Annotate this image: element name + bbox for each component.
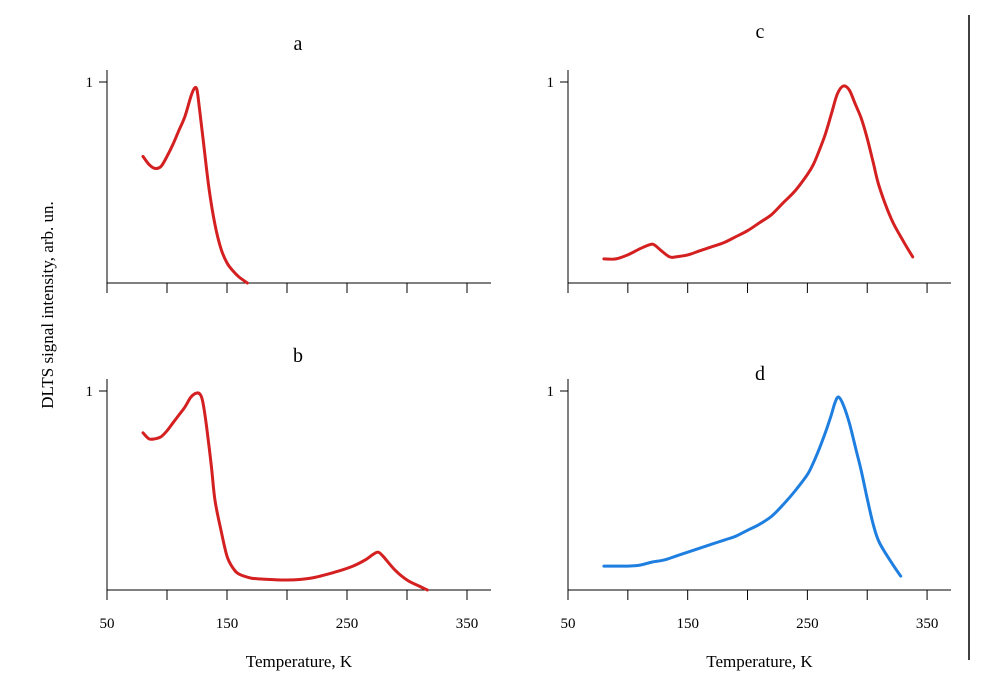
series-line-d [602,395,903,578]
x-axis-title-d: Temperature, K [706,652,813,671]
panel-title-a: a [294,33,303,55]
series-line-c [602,84,915,261]
y-axis-title: DLTS signal intensity, arb. un. [38,201,57,408]
series-line-b [141,391,429,592]
panel-title-b: b [293,345,303,367]
x-axis-title-b: Temperature, K [246,652,353,671]
y-tick-label-d: 1 [547,384,555,400]
x-tick-label-b-350: 350 [456,616,479,632]
panel-title-c: c [756,21,765,43]
x-tick-label-d-250: 250 [796,616,819,632]
y-tick-label-a: 1 [86,75,94,91]
panel-a-chart: 1a [86,33,491,293]
x-tick-label-d-150: 150 [676,616,699,632]
x-tick-label-b-50: 50 [100,616,115,632]
panel-b-chart: 50 150 250 350 1 b Temperature, K [86,345,491,671]
x-tick-label-d-50: 50 [561,616,576,632]
y-tick-label-c: 1 [547,75,555,91]
panel-title-d: d [755,363,765,385]
x-tick-label-b-250: 250 [336,616,359,632]
series-line-a [141,85,249,285]
panel-c-chart: 1c [547,21,951,293]
x-tick-label-b-150: 150 [216,616,239,632]
x-tick-label-d-350: 350 [916,616,939,632]
panel-d-chart: 50 150 250 350 1 d Temperature, K [547,363,951,671]
y-tick-label-b: 1 [86,384,94,400]
